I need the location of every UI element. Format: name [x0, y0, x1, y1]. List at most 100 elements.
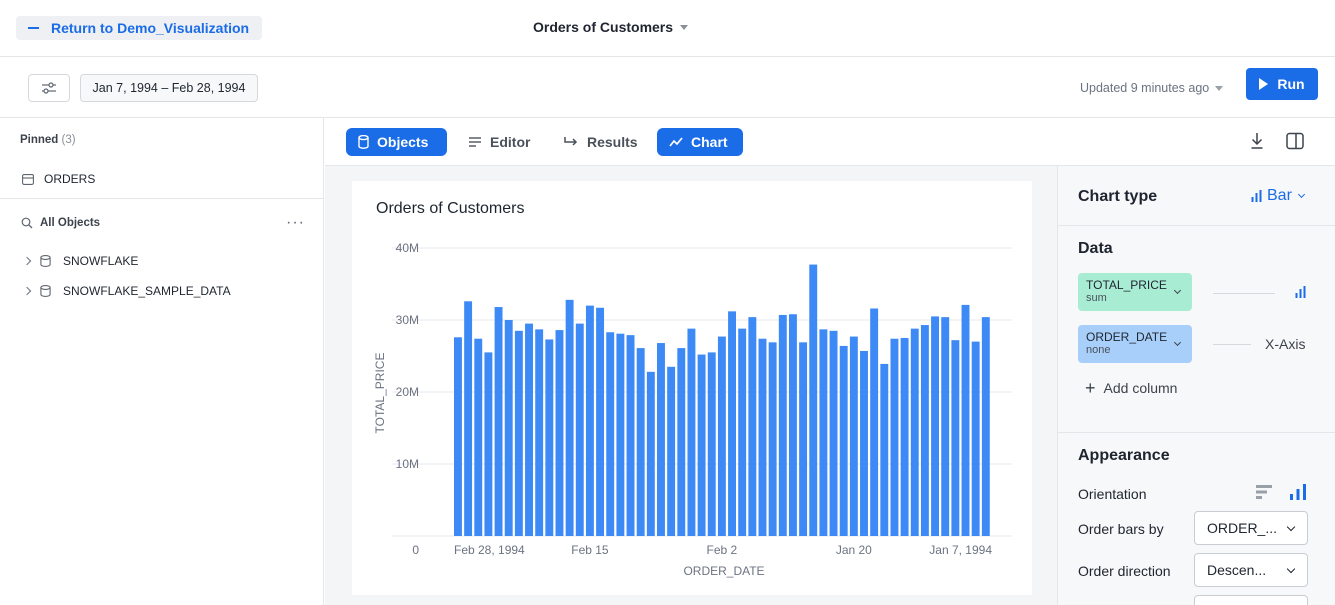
bar[interactable]	[728, 311, 736, 536]
worksheet-title: Orders of Customers	[533, 19, 674, 35]
bar[interactable]	[738, 328, 747, 536]
bar[interactable]	[890, 338, 899, 536]
tab-chart[interactable]: Chart	[657, 128, 743, 156]
bar[interactable]	[849, 336, 858, 536]
bar[interactable]	[717, 336, 726, 536]
bar[interactable]	[941, 317, 950, 536]
bar[interactable]	[657, 343, 665, 536]
date-range-button[interactable]: Jan 7, 1994 – Feb 28, 1994	[80, 74, 258, 102]
bar[interactable]	[951, 340, 960, 536]
return-to-worksheet-button[interactable]: Return to Demo_Visualization	[16, 16, 262, 40]
bar[interactable]	[646, 371, 655, 536]
bar[interactable]	[748, 317, 757, 536]
chart-type-dropdown[interactable]: Bar	[1251, 187, 1305, 205]
bar[interactable]	[484, 352, 493, 536]
bar[interactable]	[860, 350, 868, 536]
order-bars-select[interactable]: ORDER_...	[1194, 511, 1308, 545]
updated-status-dropdown[interactable]: Updated 9 minutes ago	[1080, 81, 1224, 95]
bar[interactable]	[545, 339, 554, 536]
bar[interactable]	[667, 366, 676, 536]
bar-chart[interactable]: 0 10M 20M 30M 40M Feb 28, 1994 Feb 15 Feb 2 Jan …	[352, 181, 1032, 595]
horizontal-bars-icon[interactable]	[1256, 484, 1272, 500]
bar[interactable]	[768, 342, 777, 536]
tree-item-snowflake[interactable]: SNOWFLAKE	[22, 254, 138, 268]
bar[interactable]	[585, 305, 594, 536]
bar[interactable]	[636, 348, 645, 536]
bar[interactable]	[707, 352, 716, 536]
filters-button[interactable]	[28, 74, 70, 102]
split-panel-icon[interactable]	[1286, 132, 1304, 150]
additional-select[interactable]	[1194, 595, 1308, 605]
bar[interactable]	[596, 307, 605, 536]
worksheet-title-dropdown[interactable]: Orders of Customers	[533, 19, 689, 35]
bar[interactable]	[535, 329, 544, 536]
bar[interactable]	[687, 328, 696, 536]
bar[interactable]	[555, 330, 564, 536]
x-tick-label: Jan 7, 1994	[929, 543, 992, 557]
column-pill-order-date[interactable]: ORDER_DATE none	[1078, 325, 1192, 363]
y-tick-label: 0	[412, 543, 419, 557]
bar[interactable]	[809, 264, 818, 536]
caret-down-icon	[680, 24, 689, 30]
vertical-bars-icon[interactable]	[1290, 484, 1306, 500]
bar[interactable]	[829, 330, 838, 536]
bar[interactable]	[525, 323, 533, 536]
x-tick-label: Feb 28, 1994	[454, 543, 525, 557]
bar[interactable]	[819, 329, 828, 536]
plus-icon: +	[1085, 378, 1096, 398]
bar[interactable]	[565, 299, 574, 536]
chart-settings-panel: Chart type Bar Data TOTAL_PRICE sum ORDE…	[1057, 166, 1335, 605]
bar[interactable]	[758, 338, 767, 536]
bar[interactable]	[697, 354, 706, 536]
filter-bar: Jan 7, 1994 – Feb 28, 1994 Updated 9 min…	[0, 57, 1335, 118]
bar[interactable]	[494, 307, 503, 536]
bar[interactable]	[626, 335, 635, 536]
column-aggregation: sum	[1086, 292, 1107, 304]
order-direction-select[interactable]: Descen...	[1194, 553, 1308, 587]
bar[interactable]	[575, 323, 584, 536]
bar[interactable]	[454, 337, 462, 536]
pinned-item-orders[interactable]: ORDERS	[22, 172, 95, 186]
bar[interactable]	[931, 316, 940, 536]
axis-assignment[interactable]: X-Axis	[1265, 336, 1306, 352]
bar[interactable]	[799, 342, 808, 536]
order-direction-label: Order direction	[1078, 563, 1171, 579]
tree-item-snowflake-sample-data[interactable]: SNOWFLAKE_SAMPLE_DATA	[22, 284, 231, 298]
bar[interactable]	[514, 330, 523, 536]
add-column-button[interactable]: + Add column	[1085, 378, 1178, 398]
tab-results[interactable]: Results	[551, 128, 650, 156]
bar[interactable]	[504, 320, 513, 536]
bar[interactable]	[677, 348, 686, 536]
bar[interactable]	[839, 345, 848, 536]
more-options-icon[interactable]: ···	[286, 214, 305, 231]
bar[interactable]	[880, 363, 889, 536]
add-column-label: Add column	[1103, 380, 1178, 396]
bar[interactable]	[616, 333, 625, 536]
chevron-down-icon	[1297, 190, 1305, 198]
bar[interactable]	[971, 341, 980, 536]
all-objects-search[interactable]: All Objects	[21, 217, 100, 229]
minus-icon	[28, 27, 39, 29]
bar[interactable]	[788, 314, 797, 536]
bar[interactable]	[981, 317, 990, 536]
order-bars-label: Order bars by	[1078, 521, 1164, 537]
bar[interactable]	[961, 304, 970, 536]
download-icon[interactable]	[1250, 132, 1264, 150]
bar[interactable]	[900, 338, 909, 536]
top-bar: Return to Demo_Visualization Orders of C…	[0, 0, 1335, 57]
tab-objects[interactable]: Objects	[346, 128, 447, 156]
bar[interactable]	[778, 314, 787, 536]
chart-card: Orders of Customers 0 10M 20M 30M 40M Feb 28,…	[352, 181, 1032, 595]
run-button[interactable]: Run	[1246, 68, 1318, 100]
bar[interactable]	[910, 328, 919, 536]
bar[interactable]	[464, 301, 473, 536]
sliders-icon	[42, 82, 56, 94]
bar[interactable]	[920, 325, 929, 536]
y-tick-label: 20M	[396, 385, 419, 399]
lines-icon	[469, 137, 481, 147]
bar[interactable]	[474, 338, 483, 536]
column-pill-total-price[interactable]: TOTAL_PRICE sum	[1078, 273, 1192, 311]
bar[interactable]	[606, 332, 615, 536]
bar[interactable]	[870, 308, 879, 536]
tab-editor[interactable]: Editor	[456, 128, 542, 156]
